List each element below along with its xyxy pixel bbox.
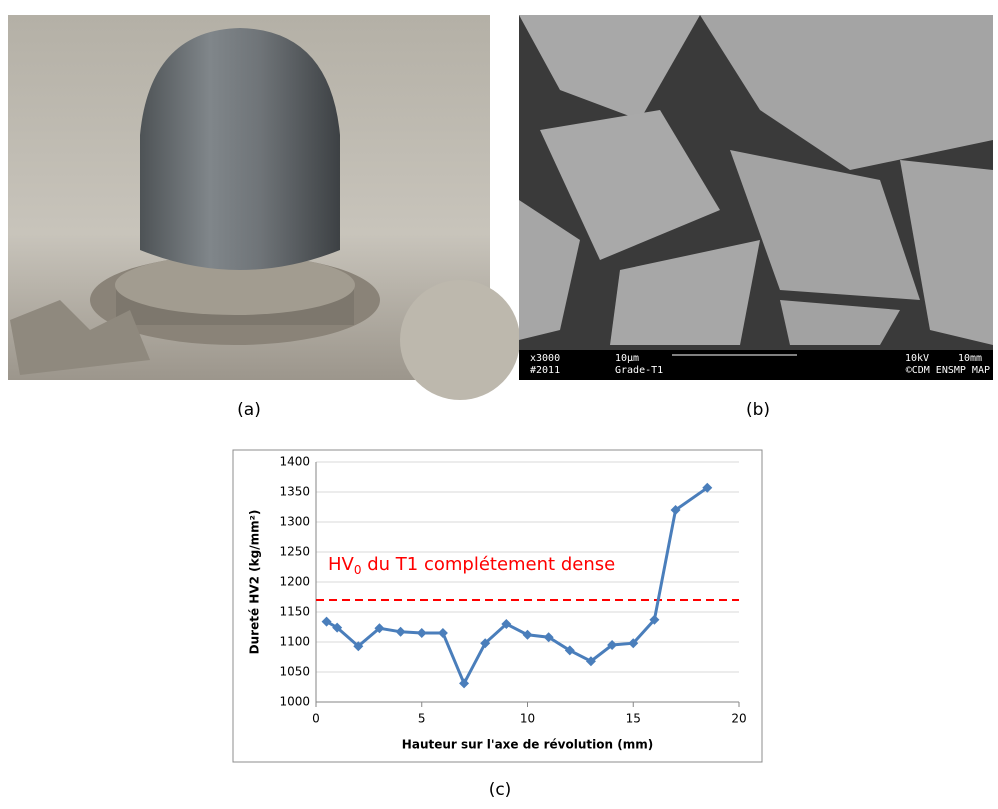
y-tick-label: 1050 (279, 665, 310, 679)
marker (522, 629, 533, 640)
y-tick-label: 1300 (279, 515, 310, 529)
marker (607, 640, 618, 650)
y-tick-label: 1150 (279, 605, 310, 619)
y-tick-label: 1100 (279, 635, 310, 649)
photo-b: x3000 #2011 10μm Grade-T1 10kV 10mm ©CDM… (519, 15, 993, 380)
marker (480, 638, 491, 649)
marker (395, 626, 406, 637)
sem-text: Grade-T1 (615, 365, 663, 376)
marker (585, 656, 596, 667)
marker (459, 678, 470, 689)
marker (501, 619, 512, 629)
panel-label: (c) (489, 780, 512, 800)
marker (353, 641, 364, 652)
sem-text: 10kV (905, 353, 929, 364)
sem-text: #2011 (530, 365, 560, 376)
sem-text: x3000 (530, 353, 560, 364)
x-tick-label: 0 (312, 712, 320, 726)
chart: 1000 1050 1100 1150 1200 1250 1300 1350 1400 0 5 10… (248, 455, 747, 752)
panel-label: (b) (746, 400, 770, 420)
sem-text: 10μm (615, 353, 639, 364)
marker (564, 645, 575, 656)
y-tick-label: 1400 (279, 455, 310, 469)
marker (543, 632, 554, 643)
y-tick-label: 1200 (279, 575, 310, 589)
marker (649, 614, 660, 625)
annotation: HV0 du T1 complétement dense (328, 554, 615, 577)
marker (332, 622, 343, 633)
x-tick-label: 20 (731, 712, 746, 726)
marker (702, 482, 713, 493)
x-tick-label: 5 (418, 712, 426, 726)
y-tick-label: 1250 (279, 545, 310, 559)
y-tick-label: 1350 (279, 485, 310, 499)
chart-frame (232, 449, 763, 763)
marker (416, 628, 427, 638)
photo-a (8, 15, 520, 400)
y-axis-label: Dureté HV2 (kg/mm²) (248, 510, 262, 655)
x-axis-label: Hauteur sur l'axe de révolution (mm) (402, 738, 653, 752)
annotation-part: du T1 complétement dense (362, 554, 616, 575)
sem-text: ©CDM ENSMP MAP (906, 365, 990, 376)
marker (670, 505, 681, 515)
y-tick-label: 1000 (279, 695, 310, 709)
x-tick-label: 10 (520, 712, 535, 726)
panel-label: (a) (237, 400, 261, 420)
annotation-part: 0 (354, 563, 362, 577)
marker (628, 638, 639, 649)
annotation-part: HV (328, 554, 355, 575)
marker (321, 616, 332, 627)
x-tick-label: 15 (626, 712, 641, 726)
marker (437, 628, 448, 638)
sem-text: 10mm (958, 353, 982, 364)
marker (374, 623, 385, 634)
